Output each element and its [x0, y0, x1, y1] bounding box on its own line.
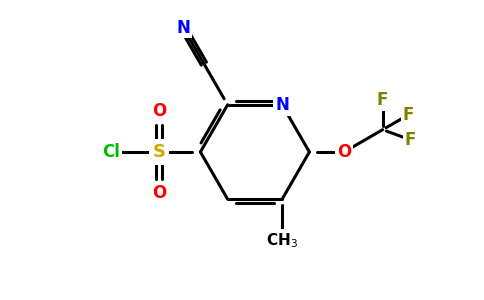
Text: O: O [337, 143, 351, 161]
Text: O: O [151, 102, 166, 120]
Text: N: N [275, 96, 289, 114]
Text: F: F [405, 131, 416, 149]
Text: CH$_3$: CH$_3$ [266, 231, 298, 250]
Text: Cl: Cl [102, 143, 120, 161]
Text: F: F [377, 91, 388, 109]
Text: O: O [151, 184, 166, 202]
Text: F: F [403, 106, 414, 124]
Text: N: N [176, 19, 190, 37]
Text: S: S [152, 143, 165, 161]
